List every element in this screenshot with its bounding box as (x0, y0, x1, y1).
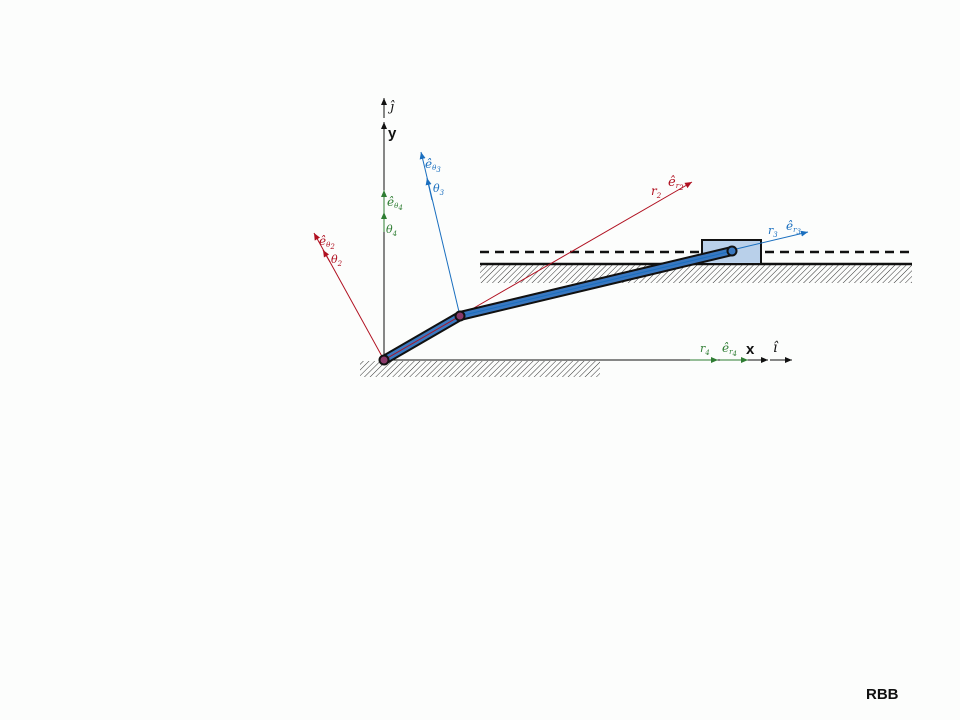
link-2-centerline (383, 315, 461, 361)
pin-slider (726, 245, 738, 257)
r4-label: r4 (700, 342, 710, 357)
e-theta4-label: êθ4 (387, 195, 403, 212)
e-r3-label: êr3 (786, 219, 801, 236)
theta3-label: θ3 (433, 182, 445, 197)
theta4-label: θ4 (386, 223, 397, 238)
e-theta2-label: êθ2 (319, 234, 335, 251)
author-initials: RBB (866, 686, 899, 703)
r3-label: r3 (768, 224, 778, 239)
e-r4-label: êr4 (722, 341, 737, 358)
unit-j-label: ĵ (387, 100, 395, 115)
e-theta3-label: êθ3 (425, 157, 441, 174)
theta2-label: θ2 (331, 253, 343, 268)
e-r2-label: êr2 (668, 175, 684, 192)
r2-label: r2 (651, 184, 662, 200)
x-axis-label: x (746, 341, 755, 358)
e-r3-arrow (731, 230, 809, 251)
pin-joint (454, 310, 466, 322)
pin-origin (378, 354, 390, 366)
link-3-centerline (459, 250, 733, 317)
ground-hatch-slider (480, 265, 912, 283)
y-axis-label: y (388, 125, 397, 142)
e-theta3-arrow (419, 151, 461, 317)
theta2-arrow (322, 249, 331, 263)
ground-hatch-origin (360, 361, 600, 377)
theta3-arrow (425, 177, 433, 201)
r2-direction-line (459, 181, 693, 317)
unit-i-label: î (773, 340, 779, 356)
